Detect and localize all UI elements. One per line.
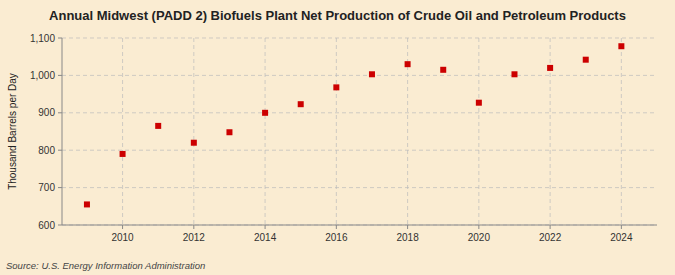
tick — [550, 225, 551, 229]
axes: 600 700 800 900 1,000 1,100 2010 2012 2014 2016 20… — [30, 33, 657, 244]
tick-label: 1,100 — [30, 33, 55, 44]
tick — [58, 38, 62, 39]
x-axis-line — [62, 225, 657, 226]
grid-line — [336, 38, 337, 225]
grid-line — [62, 187, 657, 188]
tick — [58, 150, 62, 151]
point — [440, 67, 446, 73]
tick-label: 2012 — [183, 232, 206, 243]
tick-label: 2018 — [396, 232, 419, 243]
tick-label: 2014 — [254, 232, 277, 243]
point — [120, 151, 126, 157]
title: Annual Midwest (PADD 2) Biofuels Plant N… — [49, 8, 626, 23]
point — [226, 129, 232, 135]
tick — [58, 225, 62, 226]
tick-label: 2022 — [539, 232, 562, 243]
tick — [193, 225, 194, 229]
tick-label: 1,000 — [30, 70, 55, 81]
grid-line — [62, 75, 657, 76]
point — [476, 100, 482, 106]
point — [405, 61, 411, 67]
tick — [478, 225, 479, 229]
tick — [58, 75, 62, 76]
tick-label: 2020 — [468, 232, 491, 243]
grid — [62, 38, 657, 225]
tick — [265, 225, 266, 229]
grid-line — [62, 112, 657, 113]
tick-label: 600 — [38, 220, 55, 231]
tick — [621, 225, 622, 229]
source: Source: U.S. Energy Information Administ… — [6, 260, 205, 271]
point — [547, 65, 553, 71]
grid-line — [478, 38, 479, 225]
point — [298, 101, 304, 107]
points — [84, 43, 624, 207]
grid-line — [265, 38, 266, 225]
tick — [122, 225, 123, 229]
y-axis-line — [62, 38, 63, 225]
background — [0, 0, 675, 275]
tick — [58, 187, 62, 188]
chart: Annual Midwest (PADD 2) Biofuels Plant N… — [0, 0, 675, 275]
grid-line — [62, 225, 657, 226]
axis-label: Thousand Barrels per Day — [7, 73, 18, 190]
tick-label: 800 — [38, 145, 55, 156]
tick-label: 900 — [38, 107, 55, 118]
grid-line — [62, 150, 657, 151]
grid-line — [62, 38, 657, 39]
tick-label: 2024 — [610, 232, 633, 243]
point — [84, 201, 90, 207]
point — [262, 110, 268, 116]
tick — [58, 112, 62, 113]
grid-line — [193, 38, 194, 225]
point — [511, 71, 517, 77]
grid-line — [621, 38, 622, 225]
grid-line — [122, 38, 123, 225]
point — [583, 57, 589, 63]
tick — [407, 225, 408, 229]
tick-label: 2010 — [111, 232, 134, 243]
point — [191, 140, 197, 146]
point — [618, 43, 624, 49]
tick — [336, 225, 337, 229]
point — [155, 123, 161, 129]
point — [369, 71, 375, 77]
point — [333, 84, 339, 90]
tick-label: 2016 — [325, 232, 348, 243]
tick-label: 700 — [38, 182, 55, 193]
